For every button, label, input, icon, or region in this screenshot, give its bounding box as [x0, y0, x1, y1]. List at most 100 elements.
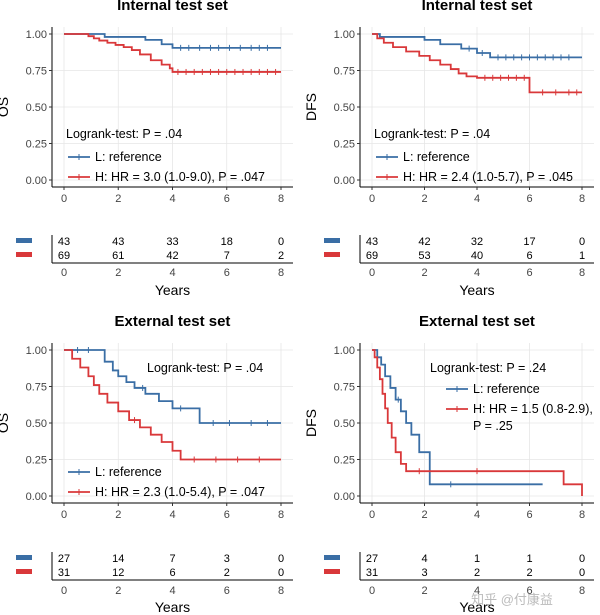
risk-count: 3 [421, 567, 427, 579]
risk-count: 31 [58, 567, 70, 579]
risk-count: 27 [58, 553, 70, 565]
logrank-annotation: Logrank-test: P = .24 [430, 361, 546, 375]
risk-count: 0 [278, 567, 284, 579]
risk-count: 43 [366, 236, 378, 248]
risk-time-label: 2 [421, 267, 427, 279]
y-tick-label: 0.25 [26, 139, 47, 151]
watermark: 知乎 @付康益 [471, 592, 553, 607]
x-tick-label: 8 [278, 193, 284, 205]
risk-count: 0 [278, 236, 284, 248]
y-tick-label: 0.50 [334, 102, 355, 114]
survival-curve-low-risk [372, 33, 582, 59]
risk-row-swatch [16, 555, 32, 560]
x-tick-label: 6 [526, 509, 532, 521]
risk-count: 53 [418, 250, 430, 262]
risk-count: 4 [421, 553, 427, 565]
x-tick-label: 2 [421, 193, 427, 205]
x-tick-label: 2 [115, 509, 121, 521]
risk-count: 12 [112, 567, 124, 579]
risk-row-swatch [324, 252, 340, 257]
x-tick-label: 4 [474, 509, 480, 521]
risk-count: 0 [579, 567, 585, 579]
risk-time-label: 0 [61, 585, 67, 597]
chart-title: Internal test set [117, 0, 228, 14]
risk-time-label: 8 [579, 267, 585, 279]
legend-label: H: HR = 3.0 (1.0-9.0), P = .047 [95, 170, 265, 184]
risk-count: 32 [471, 236, 483, 248]
survival-curve-low-risk [64, 349, 281, 424]
legend-label: H: HR = 2.3 (1.0-5.4), P = .047 [95, 485, 265, 499]
risk-row-swatch [324, 555, 340, 560]
y-tick-label: 0.75 [26, 382, 47, 394]
risk-count: 1 [579, 250, 585, 262]
risk-count: 0 [579, 553, 585, 565]
logrank-annotation: Logrank-test: P = .04 [147, 361, 263, 375]
x-tick-label: 8 [579, 193, 585, 205]
risk-time-label: 2 [421, 585, 427, 597]
x-tick-label: 2 [421, 509, 427, 521]
y-tick-label: 0.75 [334, 66, 355, 78]
risk-count: 18 [221, 236, 233, 248]
risk-count: 40 [471, 250, 483, 262]
y-axis-label: DFS [303, 409, 319, 437]
survival-curve-high-risk [372, 349, 583, 496]
risk-count: 31 [366, 567, 378, 579]
panel-external-dfs: External test set 0.00 0.25 0.50 0.75 1.00 0 2 4… [303, 313, 594, 615]
x-axis-label: Years [155, 282, 190, 298]
risk-count: 3 [224, 553, 230, 565]
y-axis-label: OS [0, 97, 11, 117]
logrank-annotation: Logrank-test: P = .04 [66, 127, 182, 141]
risk-time-label: 6 [224, 585, 230, 597]
y-axis-label: OS [0, 413, 11, 433]
risk-row-swatch [16, 252, 32, 257]
x-axis-label: Years [459, 599, 494, 615]
risk-time-label: 2 [115, 267, 121, 279]
legend-label: L: reference [403, 150, 470, 164]
risk-count: 7 [169, 553, 175, 565]
x-axis-label: Years [155, 599, 190, 615]
legend-label: L: reference [95, 150, 162, 164]
risk-count: 1 [474, 553, 480, 565]
y-tick-label: 0.75 [334, 382, 355, 394]
risk-time-label: 0 [369, 585, 375, 597]
risk-time-label: 4 [474, 585, 480, 597]
x-tick-label: 8 [278, 509, 284, 521]
risk-time-label: 2 [115, 585, 121, 597]
x-tick-label: 4 [169, 509, 175, 521]
y-tick-label: 0.75 [26, 66, 47, 78]
risk-count: 42 [166, 250, 178, 262]
risk-count: 69 [58, 250, 70, 262]
y-tick-label: 1.00 [334, 29, 355, 41]
y-tick-label: 0.00 [334, 491, 355, 503]
legend-label: H: HR = 1.5 (0.8-2.9), [473, 402, 593, 416]
risk-time-label: 4 [169, 585, 175, 597]
y-tick-label: 0.00 [334, 175, 355, 187]
y-tick-label: 1.00 [26, 345, 47, 357]
risk-time-label: 4 [474, 267, 480, 279]
risk-count: 2 [474, 567, 480, 579]
risk-count: 14 [112, 553, 124, 565]
risk-time-label: 8 [278, 267, 284, 279]
survival-curve-low-risk [64, 33, 281, 49]
survival-curve-high-risk [64, 349, 281, 461]
risk-time-label: 6 [526, 267, 532, 279]
chart-title: External test set [115, 313, 231, 330]
x-axis-label: Years [459, 282, 494, 298]
y-tick-label: 0.50 [334, 418, 355, 430]
y-tick-label: 1.00 [334, 345, 355, 357]
risk-count: 33 [166, 236, 178, 248]
x-tick-label: 2 [115, 193, 121, 205]
chart-title: External test set [419, 313, 535, 330]
risk-count: 43 [58, 236, 70, 248]
risk-count: 0 [579, 236, 585, 248]
y-tick-label: 0.25 [26, 455, 47, 467]
risk-row-swatch [324, 569, 340, 574]
y-tick-label: 0.25 [334, 139, 355, 151]
x-tick-label: 4 [169, 193, 175, 205]
logrank-annotation: Logrank-test: P = .04 [374, 127, 490, 141]
risk-count: 2 [526, 567, 532, 579]
panel-external-os: External test set 0.00 0.25 0.50 0.75 1.00 0 2 4… [0, 313, 293, 615]
risk-count: 6 [526, 250, 532, 262]
legend-label: H: HR = 2.4 (1.0-5.7), P = .045 [403, 170, 573, 184]
